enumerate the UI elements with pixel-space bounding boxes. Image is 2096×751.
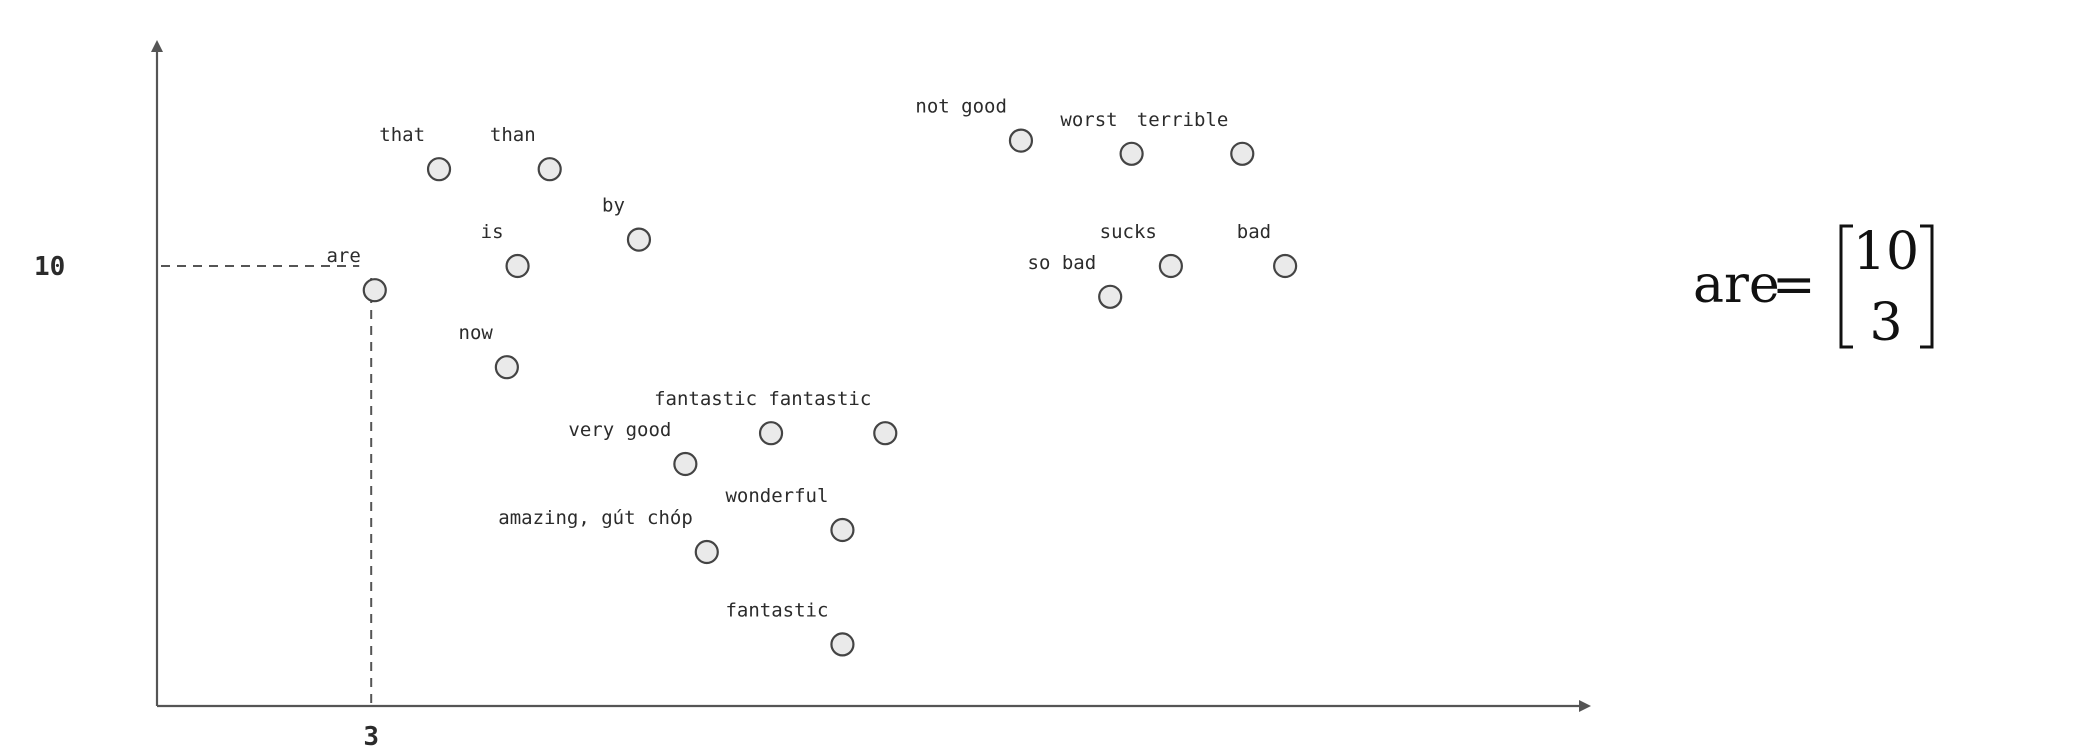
points-layer: that than by is are now very good fantastic fant… [326, 96, 1298, 657]
point-label: is [481, 221, 504, 243]
scatter-point [694, 539, 719, 565]
point-label: fantastic [654, 388, 757, 410]
scatter-point [1119, 141, 1144, 166]
scatter-point [1273, 253, 1298, 279]
scatter-point [1158, 253, 1183, 279]
point-label: very good [568, 419, 671, 441]
vector-entry-top: 10 [1853, 222, 1919, 282]
scatter-point [1098, 284, 1123, 309]
scatter-point [505, 253, 530, 279]
y-tick-label: 10 [34, 252, 65, 282]
plot-area: 10 3 that than by is are now very good fantasti… [34, 40, 1591, 751]
point-label: wonderful [725, 485, 828, 507]
vector-equation: are = 10 3 [1693, 222, 1934, 353]
right-bracket [1920, 224, 1934, 349]
scatter-point [758, 421, 784, 446]
point-label: fantastic [768, 388, 871, 410]
point-label: that [379, 124, 425, 146]
point-label: by [602, 195, 625, 217]
vector-entry-bottom: 3 [1869, 293, 1902, 353]
point-label: are [326, 245, 360, 267]
scatter-point [873, 421, 898, 446]
scatter-point [673, 451, 698, 477]
scatter-point [830, 517, 855, 543]
point-label: not good [915, 96, 1007, 118]
x-tick-label: 3 [363, 722, 379, 751]
point-label: fantastic [725, 599, 828, 621]
point-label: sucks [1100, 221, 1157, 243]
point-label: so bad [1028, 252, 1097, 274]
scatter-point [426, 157, 452, 182]
equation-operator: = [1772, 255, 1816, 315]
scatter-point [494, 355, 519, 380]
point-label: terrible [1137, 109, 1229, 131]
scatter-point [830, 632, 855, 657]
scatter-point [1230, 141, 1255, 166]
point-label: than [490, 124, 536, 146]
scatter-point [537, 157, 562, 182]
left-bracket [1839, 224, 1853, 349]
equation-word: are [1693, 255, 1780, 315]
point-label: amazing, gút chóp [498, 507, 692, 529]
scatter-point [1008, 128, 1034, 153]
point-label: now [459, 322, 494, 344]
scatter-point [626, 227, 652, 252]
point-label: bad [1237, 221, 1271, 243]
point-label: worst [1060, 109, 1117, 131]
scatter-point [362, 278, 387, 303]
